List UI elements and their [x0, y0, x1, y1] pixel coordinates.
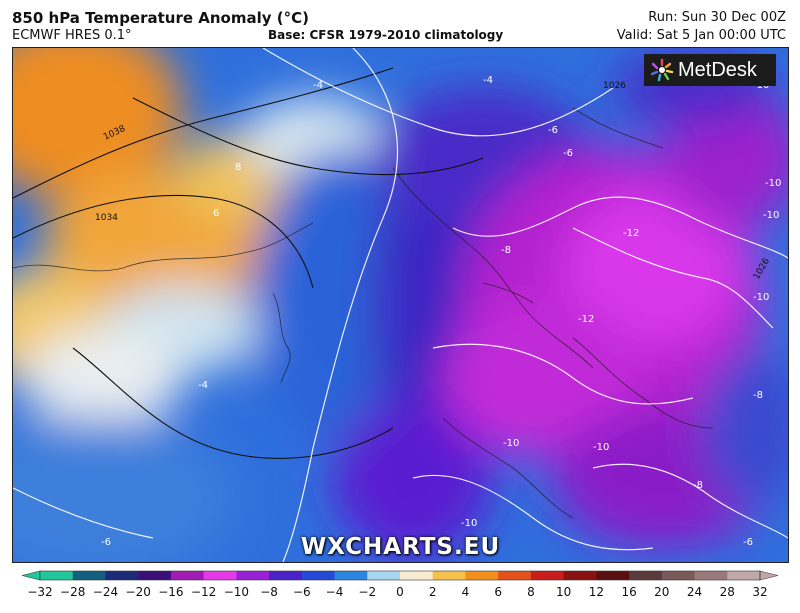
isotherms — [13, 48, 788, 562]
run-time-label: Run: Sun 30 Dec 00Z — [648, 10, 786, 25]
colorbar-cell — [269, 571, 303, 580]
colorbar-cell — [727, 571, 761, 580]
contour-labels: -4 -4 -6 -6 -8 -8 -10 -10 -10 -10 -12 -1… — [101, 75, 781, 548]
colorbar-cell — [530, 571, 565, 580]
coastlines — [13, 107, 714, 519]
isotherm-label: -6 — [548, 125, 558, 136]
chart-header: 850 hPa Temperature Anomaly (°C) ECMWF H… — [0, 0, 800, 48]
colorbar-tick-label: 28 — [719, 585, 735, 599]
colorbar-cell — [465, 571, 499, 580]
isotherm-label: -6 — [101, 537, 111, 548]
isotherm-label: -10 — [503, 438, 519, 449]
colorbar-tick-label: 8 — [527, 585, 535, 599]
isotherm-label: -10 — [753, 292, 769, 303]
colorbar-min-arrow — [21, 570, 41, 581]
colorbar-cell — [170, 571, 205, 580]
logo-text: MetDesk — [678, 58, 757, 81]
colorbar-tick-label: 24 — [686, 585, 703, 599]
isotherm-label: -10 — [593, 442, 609, 453]
isotherm-label: -8 — [693, 480, 703, 491]
isotherm-label: -6 — [743, 537, 753, 548]
anomaly-map: -4 -4 -6 -6 -8 -8 -10 -10 -10 -10 -12 -1… — [12, 47, 789, 563]
colorbar-cell — [40, 571, 74, 580]
colorbar-cell — [138, 571, 172, 580]
colorbar-cell — [334, 571, 368, 580]
colorbar-cell — [661, 571, 696, 580]
colorbar-cell — [400, 571, 434, 580]
colorbar-tick-label: −12 — [190, 585, 217, 599]
colorbar-tick-label: 4 — [461, 585, 470, 599]
colorbar-tick-label: 6 — [494, 585, 502, 599]
climatology-base-label: Base: CFSR 1979-2010 climatology — [268, 28, 504, 42]
colorbar-tick-label: 16 — [621, 585, 637, 599]
model-label: ECMWF HRES 0.1° — [12, 28, 132, 43]
colorbar-bar — [21, 570, 779, 581]
isotherm-label: -8 — [501, 245, 511, 256]
isotherm-label: -10 — [461, 518, 477, 529]
isotherm-label: -12 — [623, 228, 639, 239]
colorbar-tick-label: 10 — [555, 585, 572, 599]
chart-title: 850 hPa Temperature Anomaly (°C) — [12, 9, 309, 27]
colorbar-cell — [498, 571, 532, 580]
valid-time-label: Valid: Sat 5 Jan 00:00 UTC — [616, 28, 786, 43]
spot-label: 6 — [213, 208, 219, 219]
colorbar-cell — [203, 571, 237, 580]
colorbar-tick-label: −8 — [260, 585, 278, 599]
isotherm-label: -12 — [578, 314, 594, 325]
colorbar-tick-label: −10 — [223, 585, 250, 599]
colorbar-cell — [629, 571, 663, 580]
colorbar-tick-label: −24 — [92, 585, 119, 599]
colorbar-cell — [432, 571, 466, 580]
colorbar-tick-label: −28 — [60, 585, 86, 599]
colorbar: −32 −28 −24 −20 −16 −12 −10 −8 −6 −4 −2 0 2 4 6 8 10 12 16… — [0, 566, 800, 613]
isotherm-label: -4 — [313, 80, 323, 91]
colorbar-cell — [694, 571, 728, 580]
colorbar-tick-label: −32 — [27, 585, 53, 599]
colorbar-tick-label: 12 — [588, 585, 604, 599]
colorbar-cell — [105, 571, 139, 580]
colorbar-cell — [72, 571, 106, 580]
isobars — [13, 67, 484, 459]
colorbar-tick-label: 32 — [752, 585, 768, 599]
isotherm-label: -4 — [198, 380, 208, 391]
isobar-label: 1026 — [603, 81, 626, 91]
colorbar-tick-label: −2 — [358, 585, 377, 599]
anomaly-field — [13, 48, 788, 562]
colorbar-tick-label: −20 — [125, 585, 151, 599]
isotherm-label: -8 — [753, 390, 763, 401]
isobar-label: 1034 — [95, 213, 118, 223]
colorbar-tick-label: 0 — [396, 585, 404, 599]
isotherm-label: -6 — [563, 148, 573, 159]
colorbar-cell — [563, 571, 597, 580]
spot-label: 8 — [235, 162, 241, 173]
spot-labels: 8 6 — [213, 162, 241, 219]
colorbar-cell — [367, 571, 401, 580]
colorbar-tick-label: −4 — [325, 585, 344, 599]
colorbar-frame — [39, 570, 761, 581]
colorbar-max-arrow — [759, 570, 779, 581]
colorbar-cell — [301, 571, 336, 580]
colorbar-tick-label: 2 — [428, 585, 437, 599]
watermark: WXCHARTS.EU — [300, 534, 501, 560]
isotherm-label: -10 — [763, 210, 779, 221]
isotherm-label: -10 — [765, 178, 781, 189]
isotherm-label: -4 — [483, 75, 493, 86]
colorbar-tick-label: −16 — [158, 585, 184, 599]
colorbar-tick-label: −6 — [292, 585, 311, 599]
map-canvas: -4 -4 -6 -6 -8 -8 -10 -10 -10 -10 -12 -1… — [13, 48, 788, 562]
metdesk-star-icon — [650, 58, 674, 82]
colorbar-cell — [236, 571, 270, 580]
metdesk-logo: MetDesk — [644, 54, 776, 86]
colorbar-cell — [596, 571, 630, 580]
colorbar-tick-label: 20 — [654, 585, 670, 599]
